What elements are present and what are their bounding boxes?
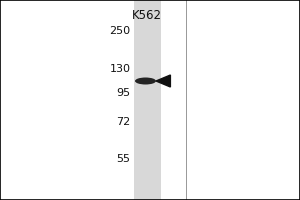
Text: 55: 55	[116, 154, 130, 164]
Text: 95: 95	[116, 88, 130, 98]
Text: 250: 250	[110, 26, 130, 36]
Text: K562: K562	[132, 9, 162, 22]
Polygon shape	[156, 75, 170, 87]
Bar	[134, 0, 160, 200]
Ellipse shape	[135, 77, 156, 84]
Text: 72: 72	[116, 117, 130, 127]
Text: 130: 130	[110, 64, 130, 74]
